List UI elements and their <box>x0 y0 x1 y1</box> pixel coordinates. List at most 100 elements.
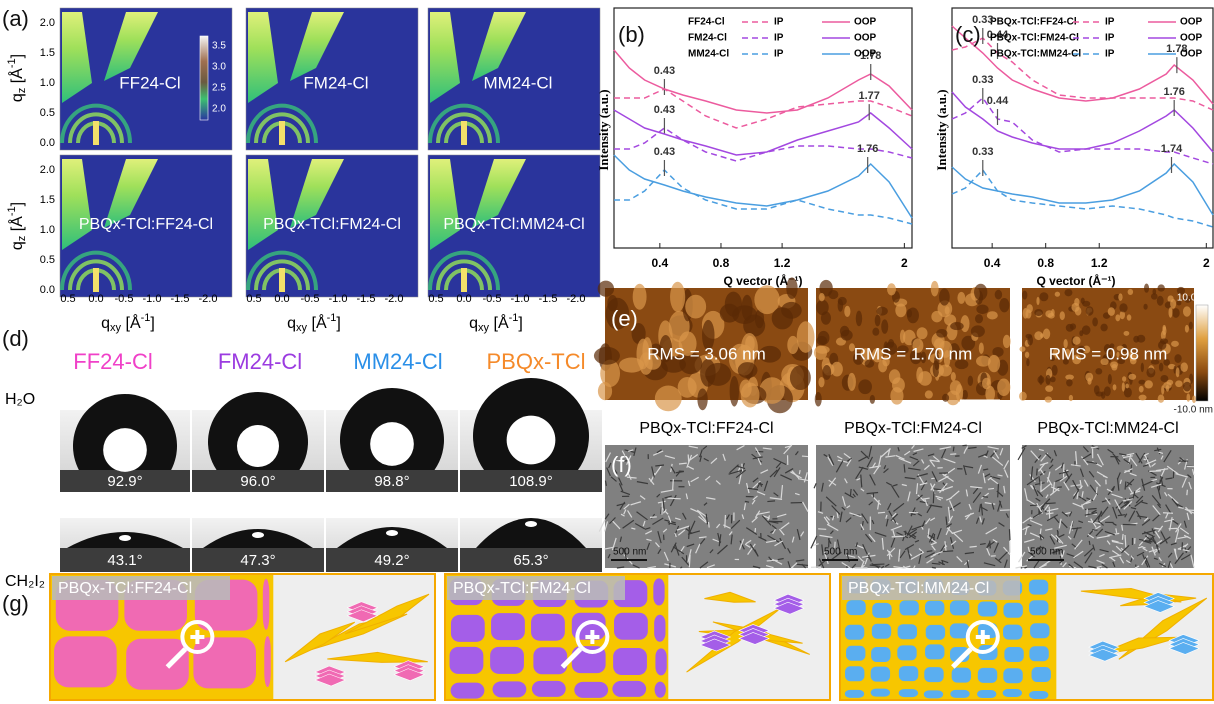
tem-fiber <box>730 519 741 529</box>
domain <box>949 600 970 616</box>
afm-grain <box>678 331 697 356</box>
tem-fiber <box>775 462 782 469</box>
afm-grain <box>814 392 822 407</box>
tem-fiber <box>1039 468 1045 475</box>
tem-fiber <box>1088 540 1091 546</box>
data-line <box>951 37 1214 111</box>
legend-label: IP <box>774 17 784 28</box>
afm-grain <box>1138 379 1146 385</box>
domain <box>846 645 866 661</box>
afm-grain <box>796 321 815 353</box>
afm-grain <box>883 341 889 355</box>
tem-fiber <box>880 448 892 458</box>
unit: [Å <box>307 313 327 332</box>
afm-grain <box>909 349 922 365</box>
tem-fiber <box>860 560 865 569</box>
tem-fiber <box>672 546 685 555</box>
afm-grain <box>816 299 829 316</box>
afm-grain <box>1036 296 1040 306</box>
tem-fiber <box>885 514 888 519</box>
tem-image <box>598 444 809 569</box>
exponent: -1 <box>6 58 18 68</box>
tem-fiber <box>1153 557 1158 561</box>
tem-fiber <box>1119 479 1122 484</box>
tem-fiber <box>1086 497 1094 502</box>
afm-grain <box>974 314 984 324</box>
tem-fiber <box>873 467 879 475</box>
tem-fiber <box>1008 529 1011 541</box>
droplet-image <box>192 391 324 492</box>
afm-grain <box>1100 358 1109 366</box>
tem-fiber <box>780 485 784 499</box>
tem-fiber <box>839 511 843 523</box>
tem-fiber <box>1022 525 1030 531</box>
morphology-schematic <box>49 573 436 701</box>
tem-fiber <box>678 462 687 465</box>
domain <box>1028 579 1049 595</box>
tem-fiber <box>743 503 747 511</box>
domain <box>977 690 997 699</box>
data-line <box>614 168 913 225</box>
contact-angle: 92.9° <box>107 473 142 490</box>
x-tick-label: -2.0 <box>385 293 404 305</box>
colorbar-tick-label: 2.0 <box>212 104 226 115</box>
tem-fiber <box>1097 520 1104 526</box>
afm-grain <box>1186 393 1191 402</box>
tem-fiber <box>688 520 696 534</box>
tem-fiber <box>983 562 996 567</box>
tem-fiber <box>1136 551 1145 557</box>
tem-fiber <box>644 527 651 530</box>
tem-fiber <box>687 530 701 535</box>
tem-fiber <box>941 448 947 459</box>
tem-fiber <box>1094 479 1101 487</box>
tem-fiber <box>835 460 844 473</box>
tem-fiber <box>608 462 612 469</box>
tem-fiber <box>1003 485 1006 494</box>
tem-fiber <box>703 457 709 462</box>
x-tick-label: -1.0 <box>511 293 530 305</box>
tem-fiber <box>1023 538 1035 543</box>
tem-fiber <box>738 538 745 550</box>
afm-grain <box>740 332 758 364</box>
afm-grain <box>702 319 715 351</box>
tem-fiber <box>987 487 995 490</box>
afm-grain <box>1175 367 1180 378</box>
tem-fiber <box>616 566 625 569</box>
tem-fiber <box>986 548 991 556</box>
tem-fiber <box>610 476 617 482</box>
afm-grain <box>954 359 969 370</box>
tem-fiber <box>910 507 916 517</box>
tem-fiber <box>706 497 716 500</box>
tem-fiber <box>1123 458 1131 464</box>
plot-frame <box>951 7 1214 249</box>
scale-bar-label: 500 nm <box>1030 547 1063 558</box>
tem-fiber <box>739 540 745 550</box>
tem-fiber <box>1078 520 1084 524</box>
tem-fiber <box>831 515 835 521</box>
tem-fiber <box>841 562 851 569</box>
domain <box>846 600 866 616</box>
afm-grain <box>1150 293 1158 300</box>
tem-fiber <box>1035 497 1041 502</box>
tem-fiber <box>667 521 677 526</box>
substrate <box>326 548 458 572</box>
afm-grain <box>1129 357 1137 365</box>
tem-fiber <box>864 552 870 565</box>
peak-label: 0.44 <box>987 29 1009 41</box>
tem-fiber <box>964 551 975 555</box>
tem-fiber <box>983 473 991 478</box>
y-tick-label: 1.0 <box>40 77 55 89</box>
tem-fiber <box>868 446 873 458</box>
afm-grain <box>1122 376 1127 382</box>
tem-fiber <box>963 449 967 454</box>
tem-fiber <box>993 542 999 553</box>
afm-grain <box>741 294 753 321</box>
tem-fiber <box>904 543 915 551</box>
tem-fiber <box>619 536 623 543</box>
tem-fiber <box>827 456 834 466</box>
tem-fiber <box>1029 519 1043 526</box>
legend-label: FM24-Cl <box>688 33 727 44</box>
tem-fiber <box>1152 505 1161 516</box>
tem-fiber <box>982 468 989 471</box>
afm-grain <box>961 335 976 351</box>
